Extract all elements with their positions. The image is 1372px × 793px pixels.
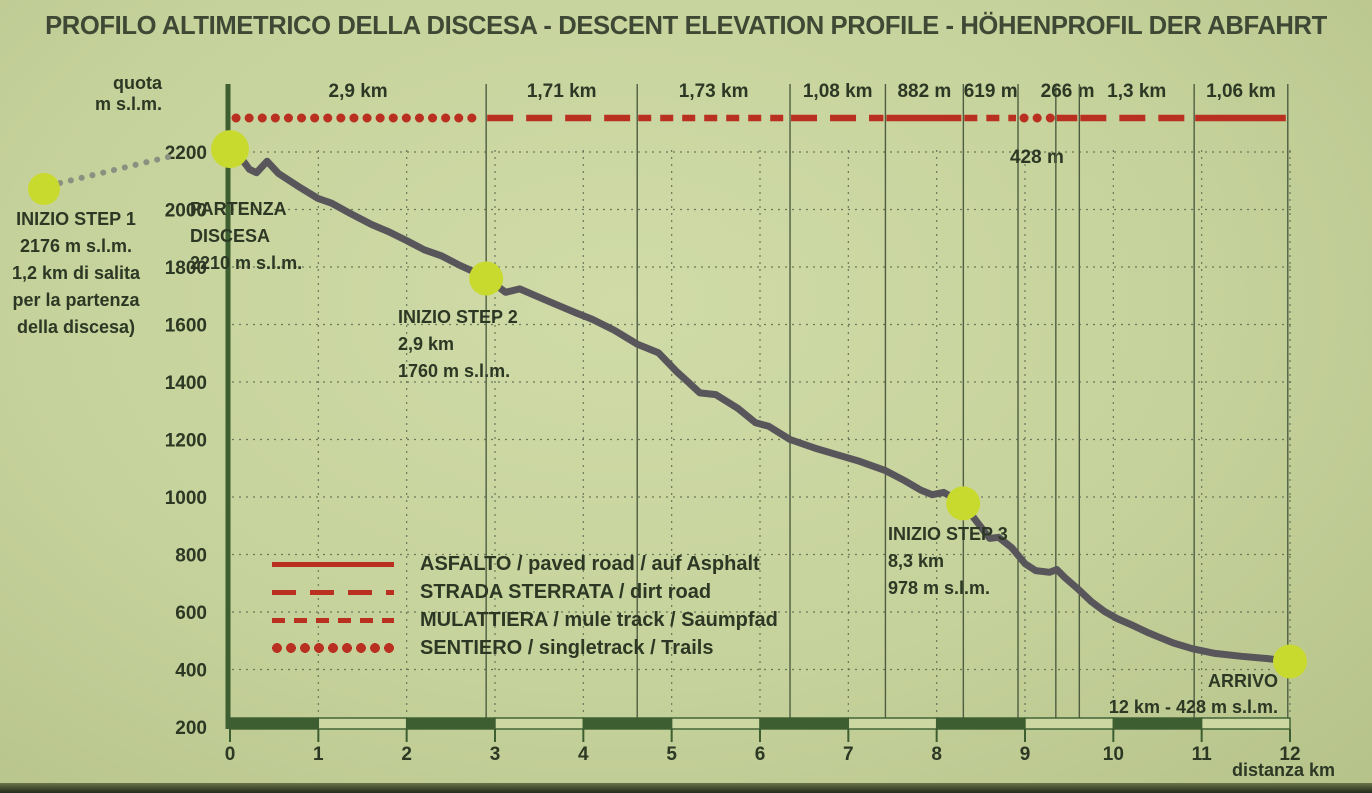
annotation-line: per la partenza	[12, 290, 140, 310]
y-tick-label: 1800	[165, 258, 207, 279]
surface-legend: ASFALTO / paved road / auf Asphalt STRAD…	[272, 550, 778, 662]
x-tick-label: 2	[401, 744, 412, 765]
arrivo-dot	[1273, 644, 1307, 679]
annotation-line: ARRIVO	[1207, 671, 1278, 691]
distance-bar-cell	[494, 717, 585, 730]
x-tick-label: 3	[490, 744, 501, 765]
y-tick-label: 800	[175, 546, 207, 567]
legend-label: STRADA STERRATA / dirt road	[420, 580, 712, 603]
annotation-line: 8,3 km	[888, 551, 945, 571]
legend-row-sentiero: SENTIERO / singletrack / Trails	[272, 634, 778, 662]
annotation-line: INIZIO STEP 3	[888, 524, 1008, 544]
solid-line-swatch	[272, 559, 394, 569]
inizio-step1-dot	[28, 173, 60, 205]
y-tick-label: 1200	[165, 431, 207, 452]
segment-length-label: 1,3 km	[1107, 81, 1166, 102]
inizio-step3-annotation: INIZIO STEP 3 8,3 km 978 m s.l.m.	[888, 521, 1008, 602]
y-tick-label: 1000	[165, 488, 207, 509]
y-axis-title-line: quota	[113, 73, 162, 93]
dotted-line-swatch	[272, 643, 394, 653]
annotation-line: INIZIO STEP 2	[398, 307, 518, 327]
segment-length-label: 1,06 km	[1206, 81, 1276, 102]
segment-length-label: 882 m	[897, 81, 951, 102]
distance-bar-cell	[1200, 717, 1291, 730]
annotation-line: DISCESA	[190, 226, 271, 246]
segment-length-label: 1,71 km	[527, 81, 597, 102]
x-tick-label: 9	[1020, 744, 1031, 765]
segment-length-label: 1,08 km	[803, 81, 873, 102]
annotation-line: 2,9 km	[398, 334, 455, 354]
long-dash-swatch	[272, 587, 394, 597]
segment-length-label: 619 m	[964, 81, 1018, 102]
legend-row-strada-sterrata: STRADA STERRATA / dirt road	[272, 578, 778, 606]
x-tick-label: 11	[1192, 744, 1213, 765]
x-tick-label: 10	[1103, 744, 1124, 765]
short-dash-swatch	[272, 615, 394, 625]
segment-length-label: 1,73 km	[679, 81, 749, 102]
inizio-step1-connector	[57, 154, 171, 186]
x-tick-label: 12	[1279, 744, 1300, 765]
annotation-line: 1760 m s.l.m.	[398, 361, 511, 381]
partenza-discesa-annotation: PARTENZA DISCESA 2210 m s.l.m.	[190, 196, 302, 277]
segment-length-label: 428 m	[1010, 147, 1064, 168]
page-title: PROFILO ALTIMETRICO DELLA DISCESA - DESC…	[45, 10, 1327, 40]
x-tick-label: 7	[843, 744, 854, 765]
legend-label: SENTIERO / singletrack / Trails	[420, 636, 714, 659]
legend-label: MULATTIERA / mule track / Saumpfad	[420, 608, 778, 631]
distance-bar-cell	[670, 717, 761, 730]
sign-bottom-edge	[0, 783, 1372, 793]
inizio-step1-annotation: INIZIO STEP 1 2176 m s.l.m. 1,2 km di sa…	[0, 206, 152, 341]
x-axis-title: distanza km	[1231, 760, 1335, 780]
y-axis-title: quota m s.l.m.	[62, 73, 162, 115]
y-tick-label: 1400	[165, 373, 207, 394]
arrivo-annotation: ARRIVO 12 km - 428 m s.l.m.	[1109, 668, 1278, 720]
y-tick-label: 2000	[165, 201, 207, 222]
distance-bar-cell	[317, 717, 408, 730]
inizio-step2-annotation: INIZIO STEP 2 2,9 km 1760 m s.l.m.	[398, 304, 518, 385]
distance-bar-cell	[229, 717, 320, 730]
annotation-line: INIZIO STEP 1	[16, 209, 136, 229]
legend-row-mulattiera: MULATTIERA / mule track / Saumpfad	[272, 606, 778, 634]
x-tick-label: 5	[666, 744, 677, 765]
x-tick-label: 1	[313, 744, 324, 765]
y-axis-title-line: m s.l.m.	[94, 94, 162, 114]
annotation-line: PARTENZA	[190, 199, 287, 219]
annotation-line: 1,2 km di salita	[11, 263, 141, 283]
distance-bar-cell	[1024, 717, 1115, 730]
inizio-step3-dot	[946, 486, 981, 521]
elevation-profile-line	[226, 145, 1294, 665]
x-tick-label: 8	[931, 744, 942, 765]
distance-bar-cell	[405, 717, 496, 730]
partenza-discesa-dot	[211, 130, 249, 169]
x-tick-label: 4	[578, 744, 589, 765]
annotation-line: della discesa)	[16, 317, 136, 337]
y-tick-label: 200	[175, 718, 207, 739]
annotation-line: 2210 m s.l.m.	[190, 253, 303, 273]
legend-row-asfalto: ASFALTO / paved road / auf Asphalt	[272, 550, 778, 578]
segment-length-label: 2,9 km	[329, 81, 388, 102]
annotation-line: 2176 m s.l.m.	[19, 236, 133, 256]
x-tick-label: 0	[225, 744, 236, 765]
annotation-line: 978 m s.l.m.	[888, 578, 991, 598]
y-tick-label: 400	[175, 661, 207, 682]
distance-bar-cell	[582, 717, 673, 730]
inizio-step2-dot	[469, 261, 504, 296]
y-tick-label: 1600	[165, 316, 207, 337]
y-tick-label: 600	[175, 603, 207, 624]
annotation-line: 12 km - 428 m s.l.m.	[1108, 697, 1278, 717]
distance-bar-cell	[847, 717, 938, 730]
y-tick-label: 2200	[165, 143, 207, 164]
legend-label: ASFALTO / paved road / auf Asphalt	[420, 552, 760, 575]
x-tick-label: 6	[755, 744, 766, 765]
segment-length-label: 266 m	[1041, 81, 1095, 102]
distance-bar-cell	[759, 717, 850, 730]
distance-bar-cell	[935, 717, 1026, 730]
